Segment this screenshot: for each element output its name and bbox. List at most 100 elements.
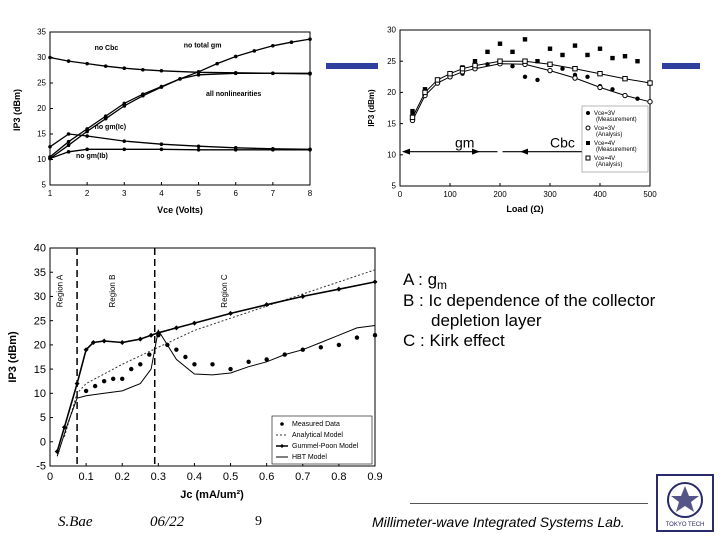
university-logo: TOKYO TECH xyxy=(656,474,714,532)
series-point xyxy=(246,359,251,365)
series-point xyxy=(233,54,238,59)
series-point xyxy=(409,114,416,121)
series-point xyxy=(196,69,201,74)
series-point xyxy=(66,132,71,136)
series-point xyxy=(336,342,342,348)
gm-arrowhead-right xyxy=(472,148,480,155)
series-point xyxy=(572,75,578,81)
series-point xyxy=(497,41,503,46)
footer-lab: Millimeter-wave Integrated Systems Lab. xyxy=(372,514,625,530)
series-point xyxy=(271,148,275,152)
x-tick-label: 5 xyxy=(196,189,201,198)
series-point xyxy=(66,139,71,144)
x-tick-label: 1 xyxy=(48,189,53,198)
series-point xyxy=(159,85,164,89)
x-tick-label: 0.8 xyxy=(331,471,346,483)
series-point xyxy=(101,379,107,384)
plot-frame xyxy=(49,31,311,186)
y-tick-label: 15 xyxy=(37,130,46,139)
series-point xyxy=(103,114,108,118)
legend-marker xyxy=(585,155,591,161)
plot-frame xyxy=(49,247,376,467)
y-tick-label: 5 xyxy=(392,182,397,191)
y-tick-label: 35 xyxy=(34,267,46,279)
series-line xyxy=(49,133,311,150)
annotation-b: B : Ic dependence of the collector xyxy=(403,291,656,310)
accent-bar-right xyxy=(662,63,700,69)
y-tick-label: 15 xyxy=(34,364,46,376)
series-point xyxy=(264,357,269,362)
series-line xyxy=(56,325,376,457)
series-point xyxy=(83,347,89,353)
series-point xyxy=(459,65,466,72)
legend-box xyxy=(581,105,649,173)
region-label: Region C xyxy=(220,274,229,308)
accent-bar-left xyxy=(326,63,378,69)
series-point xyxy=(597,70,603,77)
y-tick-label: 20 xyxy=(34,340,46,352)
series-point xyxy=(422,89,428,96)
series-point xyxy=(122,66,127,71)
x-tick-label: 400 xyxy=(593,190,607,199)
series-point xyxy=(289,40,294,44)
x-tick-label: 0.9 xyxy=(367,471,382,483)
footer-date: 06/22 xyxy=(150,514,185,530)
series-point xyxy=(560,52,565,58)
annotation-c: C : Kirk effect xyxy=(403,331,505,350)
legend-marker xyxy=(586,141,590,145)
series-point xyxy=(372,333,378,338)
series-point xyxy=(228,310,234,316)
series-point xyxy=(122,104,127,108)
series-point xyxy=(92,383,98,389)
x-tick-label: 4 xyxy=(159,189,164,198)
series-point xyxy=(210,362,215,367)
series-point xyxy=(585,74,590,79)
footer-page: 9 xyxy=(255,514,262,529)
series-point xyxy=(308,148,312,152)
chart-ip3-vs-load: 0 100 200 300 400 500 5 10 15 20 25 30 Load (Ω) IP3 (… xyxy=(367,26,657,214)
series-point xyxy=(522,37,528,42)
series-point xyxy=(252,49,257,53)
series-point xyxy=(183,354,188,360)
series-point xyxy=(103,64,108,68)
x-tick-label: 0 xyxy=(398,190,403,199)
x-tick-label: 0.2 xyxy=(115,471,130,483)
legend-entry-detail: (Analysis) xyxy=(596,132,622,138)
series-line xyxy=(49,56,310,74)
series-point xyxy=(196,148,201,152)
series-point xyxy=(54,448,60,454)
curve-annotation: no total gm xyxy=(184,42,222,49)
legend-entry: Vce=3V xyxy=(594,126,615,132)
series-point xyxy=(647,80,653,86)
gm-arrowhead xyxy=(402,148,410,155)
series-point xyxy=(66,143,71,148)
series-point xyxy=(159,147,164,152)
series-point xyxy=(85,129,89,134)
plot-frame xyxy=(399,29,651,187)
legend-marker xyxy=(585,125,591,131)
chart-ip3-vs-vce: 1 2 3 4 5 6 7 8 5 10 15 20 25 30 35 Vce (Volts) IP3 (dBm… xyxy=(12,28,313,215)
series-point xyxy=(622,54,628,59)
series-point xyxy=(560,66,565,71)
legend-box xyxy=(271,415,373,465)
series-point xyxy=(597,46,603,51)
annotation-a: A : gm xyxy=(403,270,448,292)
x-tick-label: 0.6 xyxy=(259,471,274,483)
y-tick-label: 30 xyxy=(34,291,46,303)
series-point xyxy=(308,37,312,41)
y-tick-label: 20 xyxy=(37,104,46,113)
series-point xyxy=(535,59,540,64)
annotation-b-cont: depletion layer xyxy=(431,311,542,330)
series-point xyxy=(159,68,164,73)
series-point xyxy=(535,77,540,83)
cbc-arrow-label: Cbc xyxy=(550,135,575,151)
series-point xyxy=(85,127,89,131)
series-point xyxy=(318,345,324,350)
series-point xyxy=(585,52,590,58)
series-point xyxy=(90,339,96,345)
series-point xyxy=(447,70,453,77)
series-point xyxy=(622,75,628,82)
series-point xyxy=(66,59,71,63)
y-tick-label: 30 xyxy=(37,53,46,62)
cbc-arrowhead-left xyxy=(520,148,528,155)
